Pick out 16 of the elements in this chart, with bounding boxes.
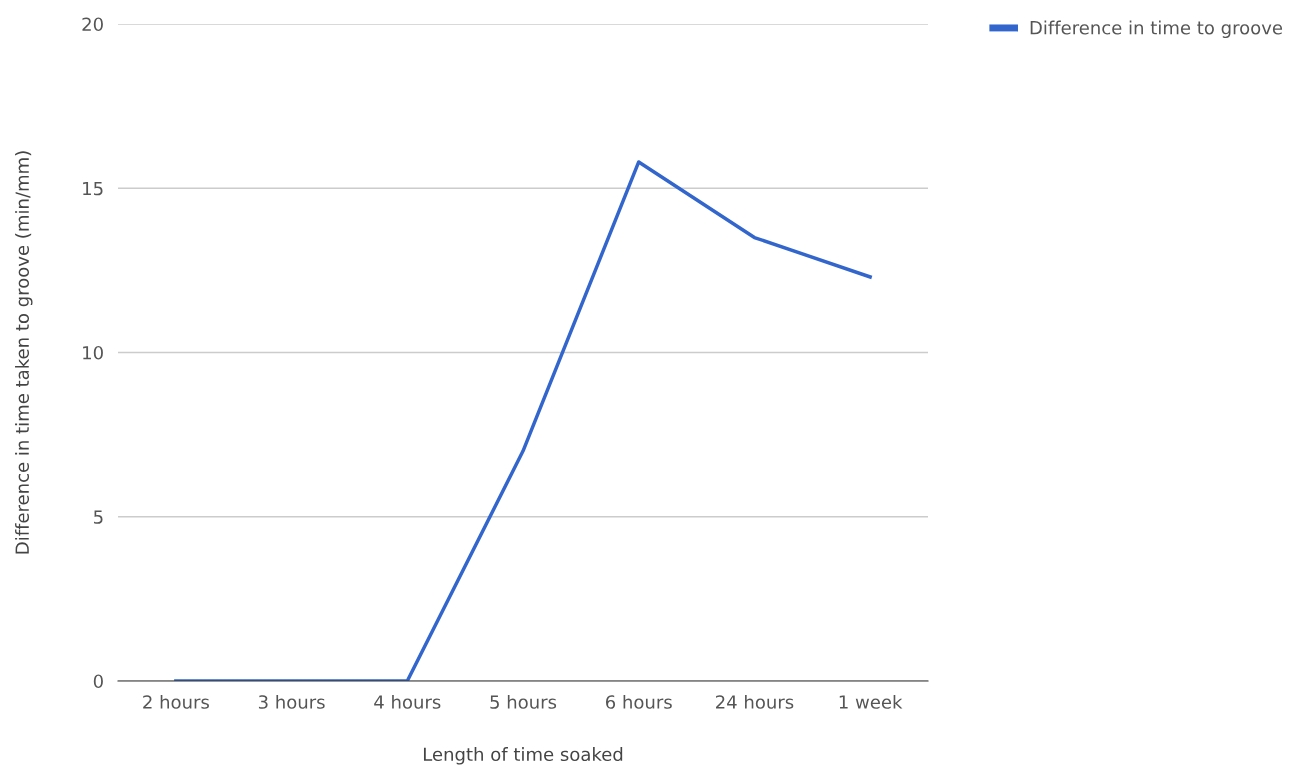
y-axis-title: Difference in time taken to groove (min/mm)	[15, 151, 33, 554]
x-tick-label: 6 hours	[605, 694, 672, 709]
x-tick-label: 24 hours	[716, 694, 794, 709]
x-tick-label: 1 week	[839, 694, 903, 709]
x-tick-label: 5 hours	[490, 694, 557, 709]
x-tick-label: 3 hours	[258, 694, 325, 709]
y-tick-label: 15	[83, 181, 103, 196]
legend-label: Difference in time to groove	[1030, 20, 1283, 39]
x-tick-label: 4 hours	[374, 694, 441, 709]
y-tick-label: 10	[83, 345, 103, 360]
y-tick-label: 5	[94, 510, 103, 524]
y-tick-label: 20	[82, 17, 103, 32]
y-tick-label: 0	[93, 674, 103, 689]
line-series	[174, 160, 872, 681]
x-tick-label: 2 hours	[143, 694, 209, 709]
x-axis-title: Length of time soaked	[423, 747, 623, 765]
